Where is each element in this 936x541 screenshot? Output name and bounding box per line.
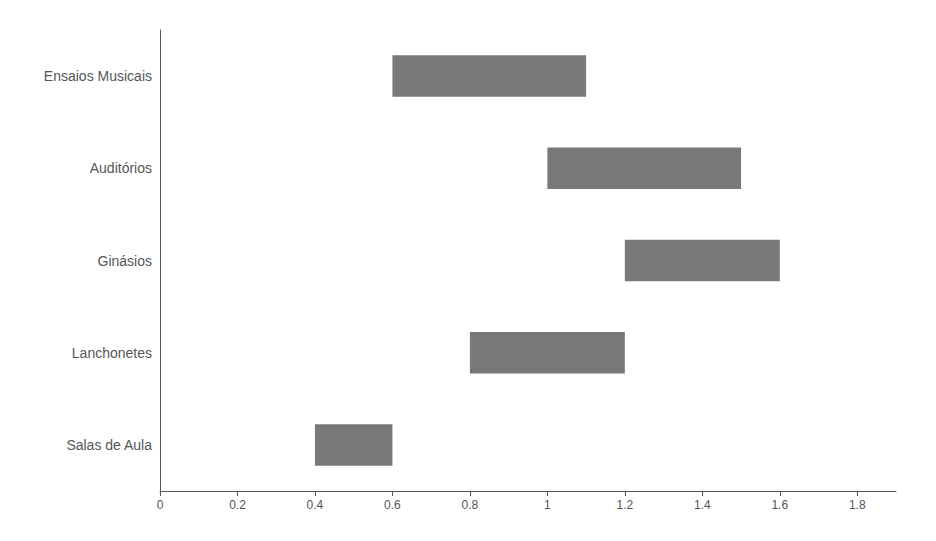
svg-text:Auditórios: Auditórios (90, 160, 152, 176)
svg-text:0: 0 (157, 498, 164, 512)
svg-text:1: 1 (544, 498, 551, 512)
svg-text:Lanchonetes: Lanchonetes (72, 345, 152, 361)
svg-text:1.6: 1.6 (771, 498, 788, 512)
svg-text:Ensaios Musicais: Ensaios Musicais (44, 68, 152, 84)
svg-text:Salas de Aula: Salas de Aula (66, 437, 152, 453)
svg-text:1.2: 1.2 (616, 498, 633, 512)
svg-text:0.8: 0.8 (462, 498, 479, 512)
svg-text:1.4: 1.4 (694, 498, 711, 512)
svg-text:0.6: 0.6 (384, 498, 401, 512)
svg-text:0.2: 0.2 (229, 498, 246, 512)
svg-text:Ginásios: Ginásios (98, 253, 152, 269)
svg-text:0.4: 0.4 (307, 498, 324, 512)
svg-text:1.8: 1.8 (849, 498, 866, 512)
